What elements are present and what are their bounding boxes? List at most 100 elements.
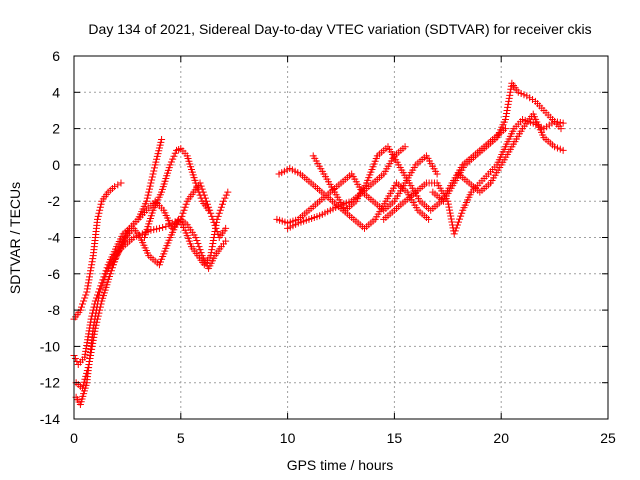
- data-point-marker: [87, 315, 95, 323]
- data-point-marker: [166, 161, 174, 169]
- y-tick-label: 6: [52, 48, 60, 64]
- y-tick-label: -2: [48, 193, 61, 209]
- data-point-marker: [194, 185, 202, 193]
- data-point-marker: [446, 209, 454, 217]
- data-point-marker: [85, 358, 93, 366]
- data-point-marker: [207, 252, 215, 260]
- data-point-marker: [446, 206, 454, 214]
- data-point-marker: [87, 348, 95, 356]
- data-point-marker: [148, 173, 156, 181]
- series-arc-13: [454, 110, 567, 196]
- data-point-marker: [87, 351, 95, 359]
- data-point-marker: [559, 119, 567, 127]
- data-point-marker: [146, 182, 154, 190]
- data-point-marker: [221, 194, 229, 202]
- data-point-marker: [99, 276, 107, 284]
- data-point-marker: [433, 170, 441, 178]
- data-point-marker: [96, 285, 104, 293]
- data-point-marker: [501, 116, 509, 124]
- data-point-marker: [93, 291, 101, 299]
- data-point-marker: [88, 261, 96, 269]
- data-point-marker: [83, 288, 91, 296]
- data-point-marker: [197, 194, 205, 202]
- data-point-marker: [159, 224, 167, 232]
- data-point-marker: [214, 212, 222, 220]
- data-point-marker: [83, 285, 91, 293]
- y-axis-label: SDTVAR / TECUs: [7, 182, 23, 294]
- data-point-marker: [96, 203, 104, 211]
- data-point-marker: [96, 306, 104, 314]
- data-point-marker: [523, 92, 531, 100]
- data-point-marker: [147, 179, 155, 187]
- data-point-marker: [71, 355, 79, 362]
- data-point-marker: [445, 203, 453, 211]
- series-arc-6: [140, 145, 213, 241]
- y-tick-label: -10: [40, 338, 60, 354]
- data-point-marker: [210, 218, 218, 226]
- data-point-marker: [94, 212, 102, 220]
- data-point-marker: [107, 267, 115, 275]
- data-point-marker: [212, 224, 220, 232]
- data-point-marker: [451, 227, 459, 235]
- series-arc-7: [273, 152, 441, 227]
- data-point-marker: [195, 243, 203, 251]
- data-point-marker: [559, 146, 567, 154]
- data-point-marker: [520, 91, 528, 99]
- data-point-marker: [208, 243, 216, 251]
- data-points: [70, 79, 567, 408]
- data-point-marker: [89, 306, 97, 314]
- data-point-marker: [526, 94, 534, 102]
- data-point-marker: [93, 318, 101, 326]
- data-point-marker: [195, 188, 203, 196]
- data-point-marker: [170, 152, 178, 160]
- x-axis-label: GPS time / hours: [287, 457, 394, 473]
- data-point-marker: [148, 176, 156, 184]
- data-point-marker: [215, 209, 223, 217]
- y-tick-label: -8: [48, 302, 61, 318]
- data-point-marker: [82, 291, 90, 299]
- data-point-marker: [150, 226, 158, 234]
- data-point-marker: [90, 333, 98, 341]
- data-point-marker: [222, 191, 230, 199]
- y-axis: -14 -12 -10 -8 -6 -4 -2 0 2 4 6: [40, 48, 608, 427]
- data-point-marker: [94, 312, 102, 320]
- data-point-marker: [143, 197, 151, 205]
- data-point-marker: [556, 145, 564, 153]
- data-point-marker: [504, 100, 512, 108]
- data-point-marker: [91, 300, 99, 308]
- data-point-marker: [218, 200, 226, 208]
- data-point-marker: [209, 237, 217, 245]
- data-point-marker: [147, 226, 155, 234]
- data-point-marker: [457, 212, 465, 220]
- data-point-marker: [111, 183, 119, 191]
- data-point-marker: [86, 270, 94, 278]
- data-point-marker: [211, 221, 219, 229]
- data-point-marker: [86, 355, 94, 362]
- series-arc-11: [380, 116, 567, 238]
- data-point-marker: [90, 330, 98, 338]
- data-point-marker: [95, 288, 103, 296]
- x-tick-label: 20: [493, 430, 509, 446]
- data-point-marker: [192, 234, 200, 241]
- data-point-marker: [88, 342, 96, 350]
- data-point-marker: [90, 303, 98, 311]
- data-point-marker: [97, 300, 105, 308]
- data-point-marker: [504, 103, 512, 111]
- x-tick-label: 5: [177, 430, 185, 446]
- data-point-marker: [193, 237, 201, 245]
- data-point-marker: [89, 309, 97, 317]
- data-point-marker: [456, 215, 464, 223]
- data-point-marker: [96, 303, 104, 311]
- data-point-marker: [89, 255, 97, 263]
- data-point-marker: [216, 206, 224, 214]
- data-point-marker: [213, 227, 221, 235]
- data-point-marker: [179, 209, 187, 217]
- data-point-marker: [92, 294, 100, 302]
- data-point-marker: [197, 249, 205, 257]
- data-point-marker: [181, 203, 189, 211]
- data-point-marker: [84, 282, 92, 290]
- data-point-marker: [150, 167, 158, 175]
- data-point-marker: [145, 188, 153, 196]
- data-point-marker: [425, 215, 433, 223]
